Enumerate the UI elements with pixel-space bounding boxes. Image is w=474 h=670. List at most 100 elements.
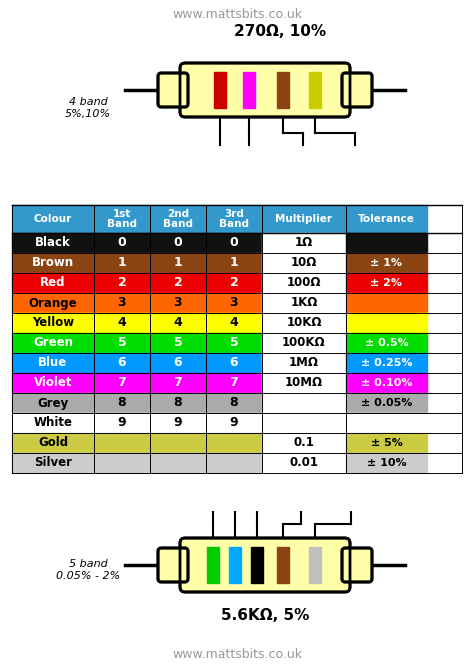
Bar [94,413,150,433]
Text: Violet: Violet [34,377,72,389]
Text: 6: 6 [230,356,238,369]
Bar [206,353,262,373]
Text: 270Ω, 10%: 270Ω, 10% [234,25,326,40]
Bar [12,205,94,233]
Bar [346,353,427,373]
Bar [346,333,427,353]
Bar [262,433,346,453]
Text: 9: 9 [230,417,238,429]
Bar [206,293,262,313]
Bar [277,72,289,108]
Text: 100Ω: 100Ω [287,277,321,289]
Bar [150,393,206,413]
Bar [262,273,346,293]
Text: ± 0.05%: ± 0.05% [361,398,412,408]
Bar [94,373,150,393]
Text: 0.1: 0.1 [293,436,314,450]
Bar [206,313,262,333]
Bar [346,433,427,453]
Bar [214,72,226,108]
Bar [206,453,262,473]
Bar [262,453,346,473]
Bar [262,233,346,253]
Bar [12,413,94,433]
Text: Colour: Colour [34,214,72,224]
Bar [346,205,427,233]
Bar [262,205,346,233]
Bar [346,313,427,333]
Text: 10MΩ: 10MΩ [285,377,323,389]
Bar [262,353,346,373]
FancyBboxPatch shape [180,538,350,592]
Bar [346,413,427,433]
Bar [94,313,150,333]
Bar [94,273,150,293]
Text: 3: 3 [173,297,182,310]
Text: Red: Red [40,277,66,289]
Text: 3rd
Band: 3rd Band [219,208,249,229]
Bar [206,413,262,433]
Text: www.mattsbits.co.uk: www.mattsbits.co.uk [172,649,302,661]
Text: 1Ω: 1Ω [295,237,313,249]
Bar [262,393,346,413]
Bar [206,333,262,353]
Text: 9: 9 [173,417,182,429]
Bar [206,205,262,233]
Bar [251,547,263,583]
Bar [150,253,206,273]
FancyBboxPatch shape [158,73,188,107]
Text: 7: 7 [229,377,238,389]
Text: Gold: Gold [38,436,68,450]
Bar [206,393,262,413]
Text: 2: 2 [229,277,238,289]
Bar [94,433,150,453]
FancyBboxPatch shape [342,73,372,107]
Text: 5: 5 [229,336,238,350]
Bar [12,293,94,313]
Bar [150,453,206,473]
Bar [309,72,321,108]
Bar [12,313,94,333]
Text: 10KΩ: 10KΩ [286,316,322,330]
Polygon shape [163,543,367,587]
Text: 0: 0 [118,237,127,249]
Text: 3: 3 [118,297,126,310]
Bar [262,293,346,313]
Bar [346,253,427,273]
Bar [262,373,346,393]
Text: 8: 8 [230,397,238,409]
Text: 8: 8 [173,397,182,409]
Bar [12,333,94,353]
Bar [150,233,206,253]
Bar [94,253,150,273]
Bar [346,453,427,473]
Bar [229,547,241,583]
Text: ± 0.5%: ± 0.5% [365,338,409,348]
Bar [94,333,150,353]
Text: 0.01: 0.01 [290,456,319,470]
Text: 2: 2 [118,277,127,289]
Bar [206,233,262,253]
Text: ± 2%: ± 2% [371,278,402,288]
Bar [94,233,150,253]
Text: Yellow: Yellow [32,316,74,330]
FancyBboxPatch shape [342,548,372,582]
Text: 2: 2 [173,277,182,289]
Text: 1st
Band: 1st Band [107,208,137,229]
Bar [12,273,94,293]
Text: 4: 4 [173,316,182,330]
FancyBboxPatch shape [158,548,188,582]
Bar [94,353,150,373]
Bar [150,413,206,433]
Text: 5: 5 [173,336,182,350]
Bar [277,547,289,583]
Text: Tolerance: Tolerance [358,214,415,224]
Bar [346,233,427,253]
Text: 7: 7 [173,377,182,389]
Text: 1: 1 [173,257,182,269]
Bar [346,393,427,413]
Text: Green: Green [33,336,73,350]
Bar [206,373,262,393]
Bar [150,333,206,353]
Bar [206,273,262,293]
